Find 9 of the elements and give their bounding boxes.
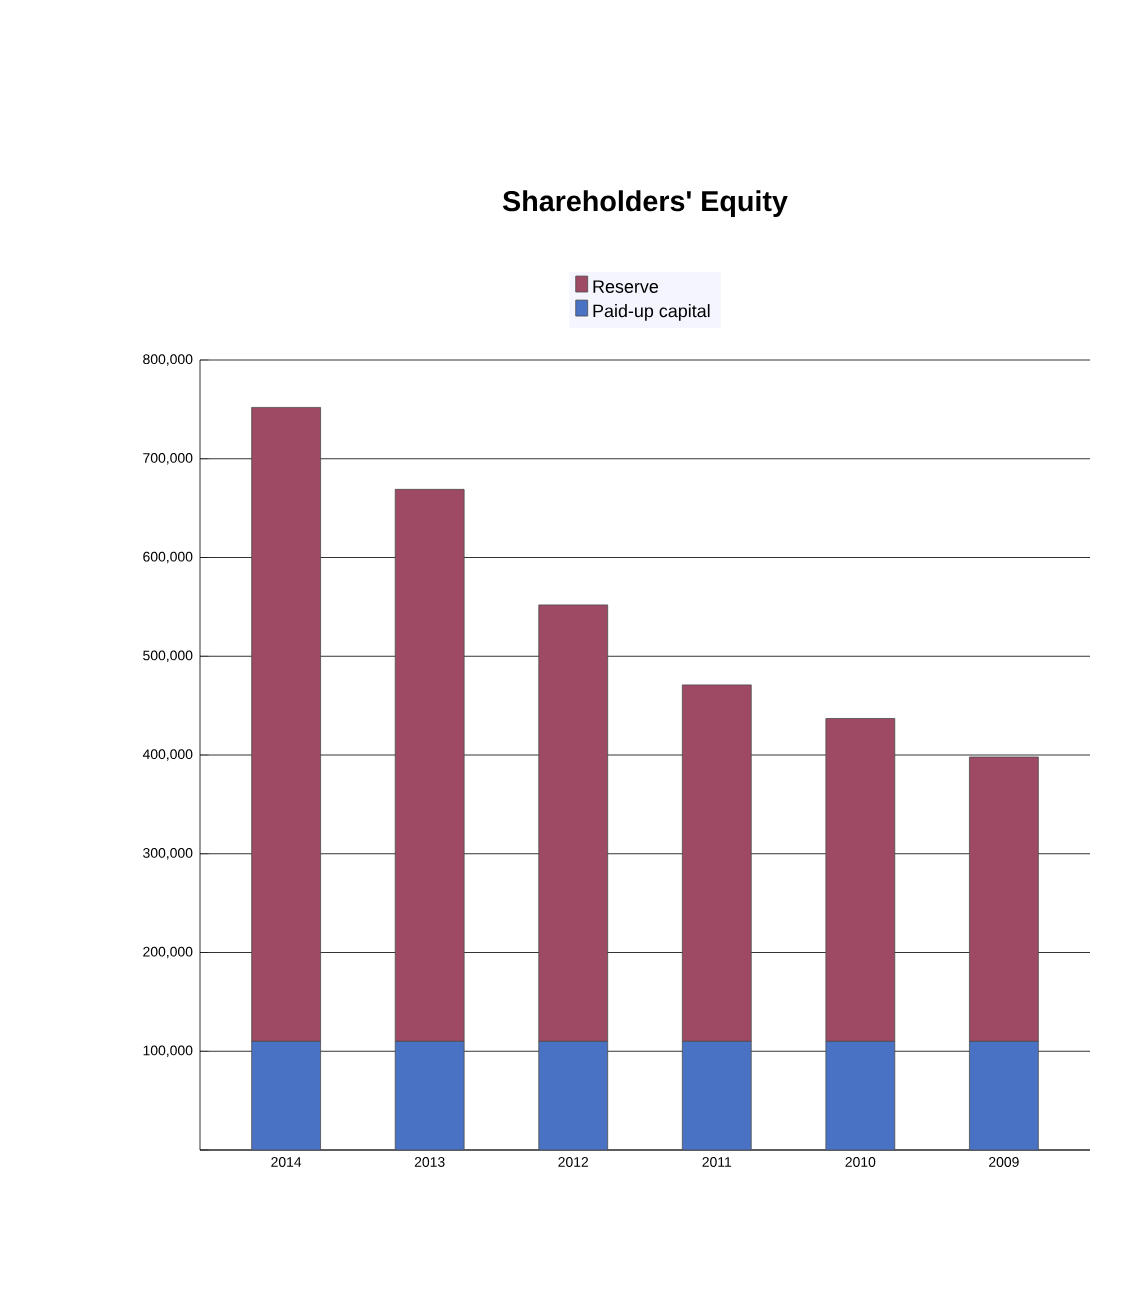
bar: [969, 1040, 1039, 1150]
bar: [394, 1040, 465, 1150]
legend-label: Paid-up capital: [593, 304, 710, 321]
bar: [825, 1040, 896, 1150]
bar: [251, 1040, 321, 1150]
legend-label: Reserve: [593, 280, 659, 293]
bar: [538, 1040, 609, 1150]
chart-title: Shareholders' Equity: [502, 190, 788, 218]
bar: [681, 1040, 752, 1150]
